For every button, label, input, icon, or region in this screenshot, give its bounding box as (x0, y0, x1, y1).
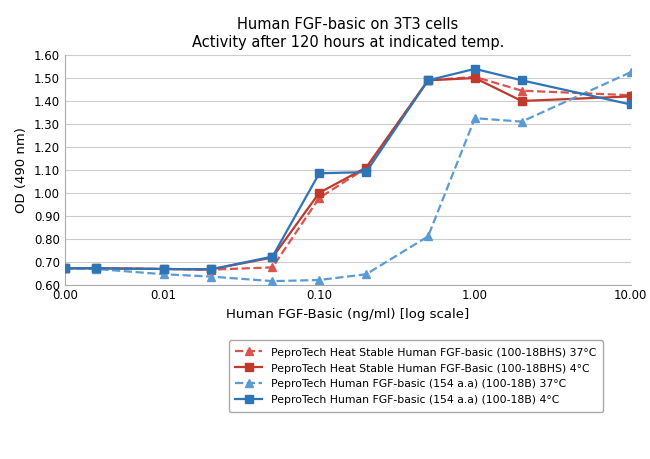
PeproTech Human FGF-basic (154 a.a) (100-18B) 37°C (518, 119, 526, 124)
PeproTech Human FGF-basic (154 a.a) (100-18B) 4°C (268, 254, 276, 259)
PeproTech Human FGF-basic (154 a.a) (100-18B) 37°C (61, 265, 69, 271)
PeproTech Heat Stable Human FGF-Basic (100-18BHS) 4°C (61, 265, 69, 271)
PeproTech Heat Stable Human FGF-Basic (100-18BHS) 4°C (627, 94, 634, 99)
PeproTech Heat Stable Human FGF-Basic (100-18BHS) 4°C (471, 75, 479, 81)
PeproTech Human FGF-basic (154 a.a) (100-18B) 4°C (362, 169, 370, 175)
PeproTech Human FGF-basic (154 a.a) (100-18B) 4°C (424, 78, 432, 83)
PeproTech Heat Stable Human FGF-Basic (100-18BHS) 4°C (92, 265, 100, 271)
PeproTech Heat Stable Human FGF-basic (100-18BHS) 37°C (92, 265, 100, 271)
PeproTech Human FGF-basic (154 a.a) (100-18B) 4°C (627, 101, 634, 107)
PeproTech Heat Stable Human FGF-Basic (100-18BHS) 4°C (315, 190, 323, 196)
Line: PeproTech Human FGF-basic (154 a.a) (100-18B) 4°C: PeproTech Human FGF-basic (154 a.a) (100… (61, 65, 634, 274)
PeproTech Heat Stable Human FGF-Basic (100-18BHS) 4°C (268, 255, 276, 260)
PeproTech Human FGF-basic (154 a.a) (100-18B) 37°C (315, 277, 323, 283)
PeproTech Heat Stable Human FGF-basic (100-18BHS) 37°C (627, 92, 634, 98)
PeproTech Heat Stable Human FGF-Basic (100-18BHS) 4°C (362, 165, 370, 170)
PeproTech Heat Stable Human FGF-Basic (100-18BHS) 4°C (160, 266, 168, 272)
PeproTech Heat Stable Human FGF-basic (100-18BHS) 37°C (362, 165, 370, 171)
Line: PeproTech Heat Stable Human FGF-basic (100-18BHS) 37°C: PeproTech Heat Stable Human FGF-basic (1… (61, 73, 634, 274)
Y-axis label: OD (490 nm): OD (490 nm) (16, 127, 29, 213)
Line: PeproTech Human FGF-basic (154 a.a) (100-18B) 37°C: PeproTech Human FGF-basic (154 a.a) (100… (61, 68, 634, 285)
PeproTech Heat Stable Human FGF-Basic (100-18BHS) 4°C (518, 98, 526, 104)
PeproTech Human FGF-basic (154 a.a) (100-18B) 37°C (207, 274, 215, 279)
PeproTech Human FGF-basic (154 a.a) (100-18B) 4°C (92, 265, 100, 271)
PeproTech Human FGF-basic (154 a.a) (100-18B) 37°C (424, 234, 432, 239)
PeproTech Human FGF-basic (154 a.a) (100-18B) 4°C (61, 265, 69, 271)
PeproTech Human FGF-basic (154 a.a) (100-18B) 37°C (627, 69, 634, 75)
PeproTech Human FGF-basic (154 a.a) (100-18B) 37°C (92, 266, 100, 272)
PeproTech Heat Stable Human FGF-basic (100-18BHS) 37°C (424, 78, 432, 83)
PeproTech Heat Stable Human FGF-basic (100-18BHS) 37°C (471, 74, 479, 79)
PeproTech Human FGF-basic (154 a.a) (100-18B) 37°C (160, 271, 168, 277)
PeproTech Human FGF-basic (154 a.a) (100-18B) 4°C (160, 266, 168, 272)
PeproTech Heat Stable Human FGF-Basic (100-18BHS) 4°C (424, 78, 432, 83)
Title: Human FGF-basic on 3T3 cells
Activity after 120 hours at indicated temp.: Human FGF-basic on 3T3 cells Activity af… (192, 17, 504, 50)
PeproTech Human FGF-basic (154 a.a) (100-18B) 4°C (207, 267, 215, 272)
PeproTech Heat Stable Human FGF-basic (100-18BHS) 37°C (315, 195, 323, 201)
PeproTech Human FGF-basic (154 a.a) (100-18B) 4°C (471, 66, 479, 72)
PeproTech Human FGF-basic (154 a.a) (100-18B) 37°C (362, 271, 370, 277)
PeproTech Human FGF-basic (154 a.a) (100-18B) 37°C (268, 278, 276, 284)
PeproTech Human FGF-basic (154 a.a) (100-18B) 4°C (315, 170, 323, 176)
PeproTech Heat Stable Human FGF-basic (100-18BHS) 37°C (160, 266, 168, 272)
PeproTech Heat Stable Human FGF-Basic (100-18BHS) 4°C (207, 267, 215, 272)
PeproTech Heat Stable Human FGF-basic (100-18BHS) 37°C (61, 265, 69, 271)
PeproTech Heat Stable Human FGF-basic (100-18BHS) 37°C (518, 88, 526, 93)
X-axis label: Human FGF-Basic (ng/ml) [log scale]: Human FGF-Basic (ng/ml) [log scale] (226, 308, 469, 321)
PeproTech Human FGF-basic (154 a.a) (100-18B) 4°C (518, 78, 526, 83)
PeproTech Heat Stable Human FGF-basic (100-18BHS) 37°C (268, 264, 276, 270)
PeproTech Human FGF-basic (154 a.a) (100-18B) 37°C (471, 115, 479, 121)
PeproTech Heat Stable Human FGF-basic (100-18BHS) 37°C (207, 267, 215, 272)
Legend: PeproTech Heat Stable Human FGF-basic (100-18BHS) 37°C, PeproTech Heat Stable Hu: PeproTech Heat Stable Human FGF-basic (1… (229, 341, 603, 412)
Line: PeproTech Heat Stable Human FGF-Basic (100-18BHS) 4°C: PeproTech Heat Stable Human FGF-Basic (1… (61, 74, 634, 274)
